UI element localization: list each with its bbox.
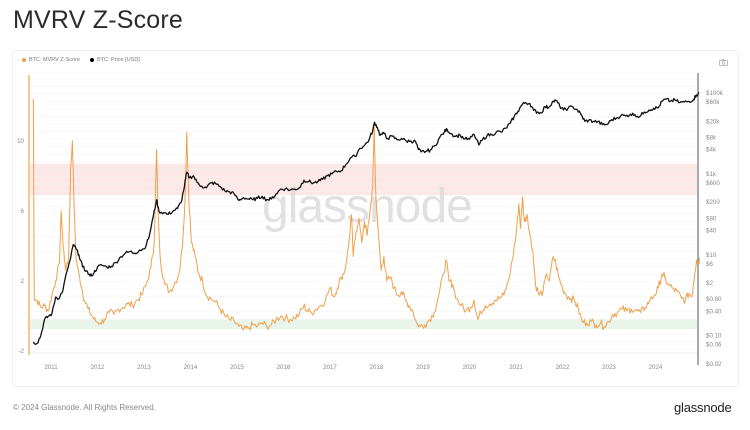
x-tick: 2020 (463, 364, 477, 371)
footer-copyright: © 2024 Glassnode. All Rights Reserved. (13, 403, 156, 412)
watermark-text: glassnode (262, 180, 472, 233)
x-tick: 2012 (91, 364, 105, 371)
chart-series (32, 92, 700, 345)
y-right-tick: $100k (706, 90, 724, 97)
x-tick: 2011 (44, 364, 58, 371)
x-tick: 2022 (556, 364, 570, 371)
y-right-tick: $80 (706, 215, 717, 222)
y-right-tick: $20k (706, 118, 720, 125)
chart-legend: BTC: MVRV Z-Score BTC: Price [USD] (22, 57, 140, 63)
y-left-tick: -2 (18, 348, 24, 355)
x-tick: 2015 (230, 364, 244, 371)
y-right-tick: $0.80 (706, 296, 722, 303)
y-right-tick: $200 (706, 199, 720, 206)
y-right-tick: $2 (706, 280, 713, 287)
legend-item-price[interactable]: BTC: Price [USD] (89, 57, 140, 63)
camera-icon[interactable] (719, 59, 728, 66)
price-line (32, 92, 700, 345)
legend-dot-mvrv (22, 58, 26, 62)
y-right-tick: $6 (706, 261, 713, 268)
mvrv-z-score-line (32, 98, 700, 331)
chart-axes: 10 6 2 -2 $100k $60k $20k $8k $4k $1k $600 $200 $80 $… (17, 73, 724, 371)
chart-card (12, 50, 739, 387)
x-tick: 2019 (416, 364, 430, 371)
y-right-tick: $0.40 (706, 308, 722, 315)
x-tick: 2021 (509, 364, 523, 371)
y-right-tick: $600 (706, 180, 720, 187)
y-left-tick: 2 (21, 278, 25, 285)
y-right-tick: $0.06 (706, 342, 722, 349)
undervalued-zone (30, 319, 697, 330)
legend-dot-price (89, 58, 94, 62)
x-tick: 2018 (370, 364, 384, 371)
x-tick: 2023 (602, 364, 616, 371)
x-tick: 2016 (277, 364, 291, 371)
x-tick: 2024 (649, 364, 663, 371)
legend-label-mvrv: BTC: MVRV Z-Score (29, 57, 80, 63)
y-right-tick: $0.02 (706, 361, 722, 368)
page-title: MVRV Z-Score (13, 6, 184, 34)
y-right-tick: $60k (706, 99, 720, 106)
legend-label-price: BTC: Price [USD] (96, 57, 140, 63)
y-right-tick: $8k (706, 134, 717, 141)
x-tick: 2014 (184, 364, 198, 371)
y-right-tick: $10 (706, 252, 717, 259)
y-right-tick: $1k (706, 171, 717, 178)
footer-logo: glassnode (674, 400, 732, 415)
y-right-tick: $0.10 (706, 333, 722, 340)
y-right-tick: $40 (706, 227, 717, 234)
y-right-tick: $4k (706, 147, 717, 154)
x-tick: 2013 (137, 364, 151, 371)
y-left-tick: 6 (21, 208, 25, 215)
legend-item-mvrv-z-score[interactable]: BTC: MVRV Z-Score (22, 57, 80, 63)
y-left-tick: 10 (17, 138, 24, 145)
x-tick: 2017 (323, 364, 337, 371)
